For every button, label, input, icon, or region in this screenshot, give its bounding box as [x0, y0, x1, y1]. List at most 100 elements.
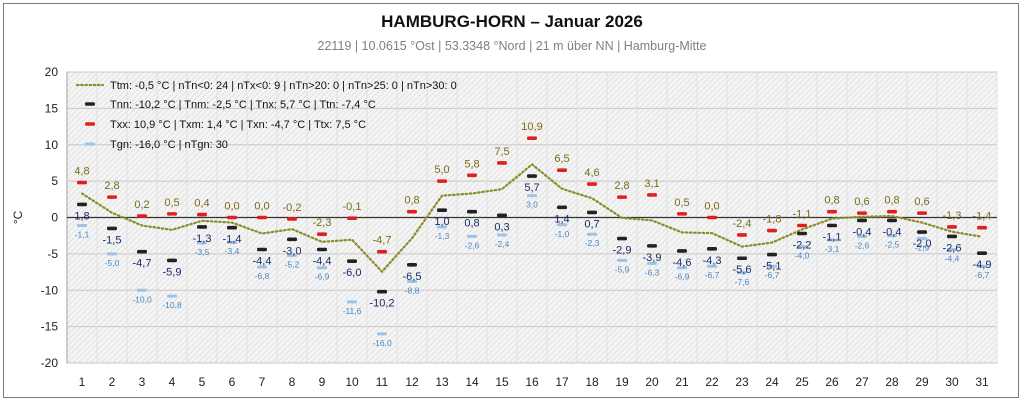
tgn-marker — [317, 266, 327, 270]
tn-value-label: 1,8 — [74, 210, 89, 222]
tn-value-label: -2,0 — [913, 238, 932, 250]
tgn-marker — [947, 248, 957, 252]
tn-value-label: 0,7 — [584, 218, 599, 230]
x-tick-label: 25 — [795, 375, 809, 389]
tx-value-label: -1,1 — [793, 209, 812, 221]
tx-marker — [707, 215, 717, 220]
tn-value-label: -2,9 — [613, 245, 632, 257]
tx-marker — [677, 212, 687, 216]
tgn-value-label: -5,0 — [105, 258, 120, 268]
tgn-marker — [257, 265, 267, 269]
tn-value-label: 0,8 — [464, 218, 479, 230]
tx-value-label: 3,1 — [644, 178, 659, 190]
tgn-value-label: -1,3 — [435, 231, 450, 241]
tn-marker — [977, 251, 987, 255]
x-tick-label: 19 — [615, 375, 629, 389]
tgn-value-label: -5,9 — [615, 264, 630, 274]
tn-value-label: -2,2 — [793, 240, 812, 252]
y-tick-label: -10 — [41, 283, 59, 297]
tgn-marker — [827, 238, 837, 242]
legend-tn-text: Tnn: -10,2 °C | Tnm: -2,5 °C | Tnx: 5,7 … — [110, 99, 376, 111]
x-tick-label: 6 — [229, 375, 236, 389]
tn-value-label: -0,4 — [853, 226, 872, 238]
x-tick-label: 22 — [705, 375, 719, 389]
tx-value-label: -1,4 — [973, 211, 992, 223]
tn-marker — [197, 225, 207, 229]
tn-value-label: -4,6 — [673, 257, 692, 269]
x-tick-label: 8 — [289, 375, 296, 389]
tx-value-label: -1,8 — [763, 214, 782, 226]
tn-value-label: -3,0 — [283, 245, 302, 257]
tgn-value-label: -6,9 — [315, 272, 330, 282]
tn-value-label: -1,3 — [193, 233, 212, 245]
tx-value-label: 6,5 — [554, 153, 569, 165]
tn-value-label: 1,4 — [554, 213, 569, 225]
tx-value-label: -0,2 — [283, 202, 302, 214]
tx-value-label: 0,6 — [914, 196, 929, 208]
tx-marker — [347, 216, 357, 221]
tx-marker — [467, 173, 477, 178]
tgn-marker — [557, 223, 567, 227]
tn-value-label: -5,6 — [733, 264, 752, 276]
tgn-marker — [227, 240, 237, 244]
legend-tgn-symbol — [85, 142, 95, 146]
tn-value-label: 5,7 — [524, 182, 539, 194]
tx-marker — [797, 223, 807, 228]
x-tick-label: 29 — [915, 375, 929, 389]
tn-marker — [227, 225, 237, 230]
chart-subtitle: 22119 | 10.0615 °Ost | 53.3348 °Nord | 2… — [317, 39, 707, 53]
tn-marker — [617, 236, 627, 241]
legend-tgn-text: Tgn: -16,0 °C | nTgn: 30 — [110, 139, 228, 151]
tn-value-label: -1,4 — [223, 234, 242, 246]
tx-value-label: 0,0 — [254, 201, 269, 213]
tx-marker — [767, 228, 777, 233]
tx-marker — [527, 136, 537, 141]
tn-marker — [167, 258, 177, 263]
tgn-marker — [797, 245, 807, 249]
tgn-value-label: -7,6 — [735, 277, 750, 287]
tx-marker — [107, 195, 117, 199]
tgn-value-label: -2,5 — [885, 240, 900, 250]
tx-marker — [737, 233, 747, 237]
tgn-marker — [347, 300, 357, 304]
tx-value-label: 0,8 — [824, 195, 839, 207]
tn-marker — [557, 205, 567, 210]
tgn-value-label: -5,2 — [285, 259, 300, 269]
x-tick-label: 12 — [405, 375, 419, 389]
tx-marker — [287, 217, 297, 221]
tgn-value-label: -4,0 — [795, 251, 810, 261]
tgn-value-label: -1,0 — [555, 229, 570, 239]
tgn-marker — [137, 288, 147, 292]
tgn-value-label: -16,0 — [372, 338, 392, 348]
tgn-value-label: -8,8 — [405, 286, 420, 296]
tn-marker — [467, 209, 477, 214]
tx-value-label: 0,0 — [704, 201, 719, 213]
tgn-marker — [917, 237, 927, 241]
x-tick-label: 24 — [765, 375, 779, 389]
tx-value-label: 0,4 — [194, 198, 209, 210]
tgn-value-label: -2,4 — [495, 239, 510, 249]
tx-value-label: 0,8 — [884, 195, 899, 207]
tx-marker — [827, 209, 837, 214]
tgn-marker — [707, 264, 717, 268]
tgn-value-label: -2,3 — [585, 238, 600, 248]
legend-tn-symbol — [85, 102, 95, 106]
legend-tx-symbol — [85, 122, 95, 126]
tn-value-label: -2,6 — [943, 242, 962, 254]
x-tick-label: 7 — [259, 375, 266, 389]
tgn-value-label: -3,1 — [825, 244, 840, 254]
tgn-value-label: -2,6 — [465, 240, 480, 250]
tgn-marker — [167, 294, 177, 298]
tgn-marker — [617, 258, 627, 262]
tx-value-label: 7,5 — [494, 146, 509, 158]
tx-marker — [137, 214, 147, 218]
tn-value-label: -5,1 — [763, 261, 782, 273]
tn-marker — [947, 234, 957, 239]
tn-marker — [707, 246, 717, 251]
tn-value-label: -1,1 — [823, 232, 842, 244]
x-tick-label: 23 — [735, 375, 749, 389]
tn-value-label: -0,4 — [883, 226, 902, 238]
x-tick-label: 20 — [645, 375, 659, 389]
tx-value-label: 4,8 — [74, 166, 89, 178]
tn-marker — [287, 237, 297, 242]
